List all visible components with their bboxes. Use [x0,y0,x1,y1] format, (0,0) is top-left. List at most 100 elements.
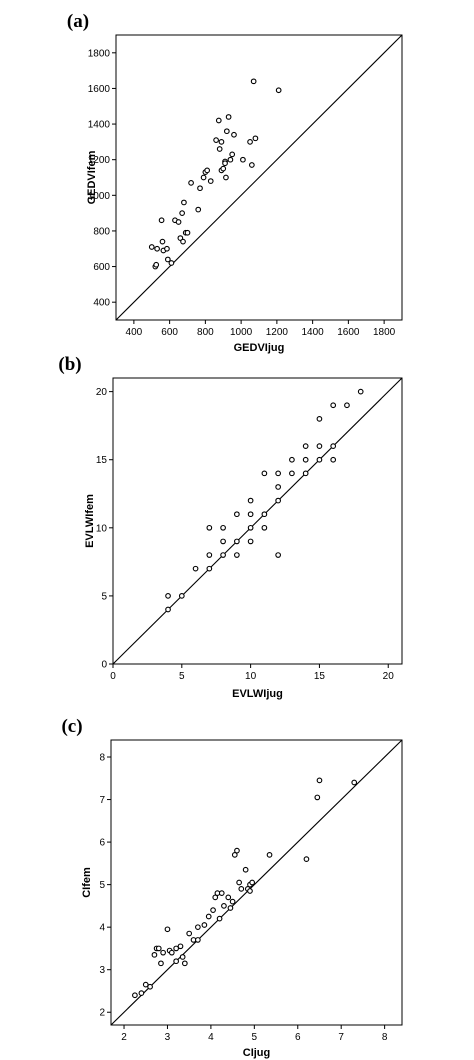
data-point [215,117,222,124]
identity-line [110,739,403,1026]
data-point [344,402,350,409]
data-point [192,565,199,572]
data-point [155,945,162,952]
data-point [302,456,309,463]
x-axis-title: GEDVIjug [234,342,285,354]
plot-frame [110,739,403,1026]
data-point [234,552,240,558]
data-point [302,443,309,449]
data-point [330,402,337,409]
data-point [159,238,166,245]
data-point [201,922,208,928]
data-point [206,552,213,558]
data-point [222,160,228,167]
data-point [195,924,201,931]
data-point [275,87,282,94]
x-tick-label: 1000 [230,327,253,338]
data-point [303,856,310,862]
y-tick-label: 20 [96,387,108,398]
data-point [179,954,186,960]
x-tick-label: 800 [197,327,214,338]
data-point [165,593,171,599]
data-point [275,484,281,490]
data-point [206,524,213,531]
data-point [252,135,259,142]
data-point [316,777,323,784]
x-tick-label: 600 [161,327,178,338]
y-tick-label: 1600 [88,84,111,95]
data-point [184,229,191,236]
data-point [330,443,337,449]
data-point [314,794,321,801]
data-point [247,888,253,894]
data-point [289,456,295,463]
data-point [316,416,323,422]
plot-frame [115,34,403,321]
panel-label: (c) [61,716,82,737]
chart-panel-0: (a) 400 600 800 1000 1200 1400 1600 1800 400 600 80… [67,11,403,354]
y-tick-label: 5 [99,880,105,891]
data-point [179,210,185,216]
data-point [216,915,223,922]
data-point [220,538,226,545]
data-point [221,903,227,909]
data-point [302,470,309,477]
plot-frame [112,377,403,665]
data-point [206,565,213,572]
data-point [216,146,223,152]
data-point [261,511,268,518]
x-tick-label: 1200 [266,327,289,338]
data-point [249,162,255,168]
y-tick-label: 1800 [88,48,111,59]
data-point [238,886,245,892]
data-point [316,443,323,449]
data-point [132,992,138,999]
data-point [289,470,295,477]
data-point [275,497,281,504]
data-point [168,949,175,956]
y-tick-label: 400 [93,298,110,309]
y-tick-label: 2 [99,1008,105,1019]
y-tick-label: 600 [93,262,110,273]
data-point [227,905,234,911]
x-tick-label: 15 [314,671,326,682]
data-point [225,894,232,901]
identity-line [115,34,403,321]
data-point [173,958,179,965]
y-axis-title: EVLWIfem [84,494,96,548]
data-point [181,199,187,206]
data-point [142,981,149,988]
data-point [178,593,185,599]
data-point [242,866,249,873]
x-tick-label: 20 [383,671,395,682]
x-tick-label: 7 [338,1032,344,1043]
y-tick-label: 1200 [88,155,111,166]
data-point [229,151,236,158]
data-point [164,245,170,252]
x-tick-label: 5 [179,671,185,682]
data-point [218,139,225,145]
identity-line [112,377,403,665]
data-point [247,538,254,545]
data-point [197,185,203,192]
x-tick-label: 3 [165,1032,171,1043]
data-point [223,128,230,135]
panel-label: (b) [58,354,81,375]
data-point [316,456,323,463]
x-tick-label: 2 [121,1032,127,1043]
data-point [351,779,358,786]
data-point [186,930,193,937]
data-point [151,951,158,958]
data-point [153,261,160,268]
data-point [177,943,184,950]
data-point [204,167,211,174]
data-point [275,470,281,477]
y-axis-title: GEDVIfem [86,150,98,204]
y-tick-label: 5 [101,591,107,602]
data-point [160,949,166,956]
x-tick-label: 1400 [302,327,325,338]
data-point [210,907,216,913]
data-point [165,606,171,613]
data-point [220,552,226,558]
